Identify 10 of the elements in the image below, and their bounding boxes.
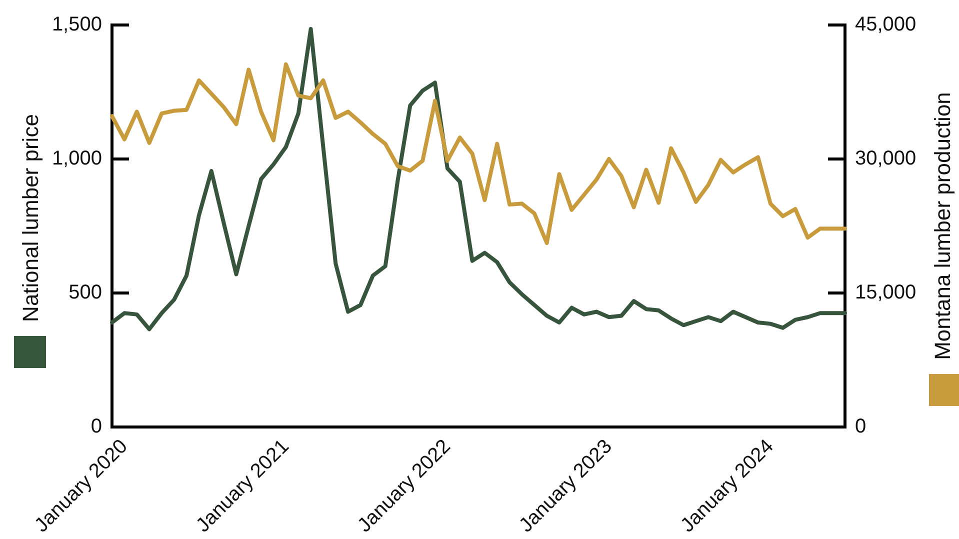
y2-tick-label: 0 [855, 416, 866, 438]
y-tick-label: 500 [68, 282, 102, 304]
y2-axis-title: Montana lumber production [930, 92, 955, 360]
y-tick-label: 1,500 [52, 14, 102, 36]
y2-tick-label: 15,000 [855, 282, 916, 304]
y-tick-label: 0 [90, 416, 102, 438]
y-tick-label: 1,000 [52, 148, 102, 170]
y-axis-title: National lumber price [18, 114, 43, 322]
y2-tick-label: 30,000 [855, 148, 916, 170]
y2-tick-label: 45,000 [855, 14, 916, 36]
